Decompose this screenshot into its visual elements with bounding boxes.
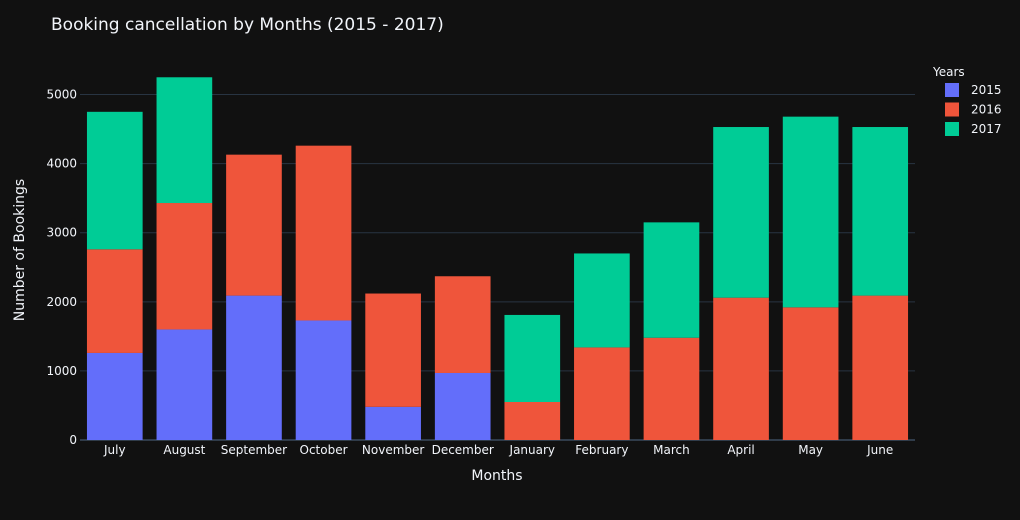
bar-2016 [365,293,421,407]
bar-2017 [86,111,143,250]
bar-2015 [295,320,352,440]
y-axis-title: Number of Bookings [12,179,28,321]
x-tick-label: February [575,443,628,457]
legend-swatch-2017[interactable] [945,122,959,136]
x-tick-label: July [103,443,126,457]
x-tick-label: December [432,443,494,457]
x-tick-label: March [653,443,690,457]
bar-2015 [365,406,421,440]
x-tick-label: May [798,443,823,457]
bar-2016 [295,145,352,321]
chart-title: Booking cancellation by Months (2015 - 2… [51,15,444,35]
legend-title: Years [932,65,965,79]
bar-2016 [852,295,909,440]
x-tick-label: April [727,443,754,457]
bar-2016 [86,249,143,353]
bar-2016 [782,307,839,440]
bar-2017 [574,253,630,348]
legend-swatch-2016[interactable] [945,102,959,117]
legend-swatch-2015[interactable] [945,83,959,97]
bar-2016 [574,347,630,440]
bar-2015 [226,295,282,440]
legend-label-2015[interactable]: 2015 [971,83,1002,97]
bar-2017 [713,127,769,298]
legend: 2015 2016 2017 [945,83,1002,136]
bar-2017 [782,116,839,308]
y-tick-label: 2000 [46,295,77,309]
y-tick-label: 1000 [46,364,77,378]
y-tick-label: 4000 [46,157,77,171]
x-tick-label: August [163,443,205,457]
bar-2016 [434,276,491,373]
x-tick-label: November [362,443,424,457]
y-tick-label: 3000 [46,226,77,240]
grid [80,94,915,441]
x-tick-label: October [300,443,348,457]
bar-2017 [852,127,909,296]
bar-2016 [504,402,561,440]
bar-2015 [434,372,491,440]
bar-2017 [643,222,700,338]
bar-2015 [156,329,213,440]
bar-2017 [156,77,213,204]
y-tick-label: 5000 [46,88,77,102]
bar-2016 [156,203,213,330]
bar-2016 [226,154,282,296]
x-axis-title: Months [471,468,522,484]
x-ticks: July August September October November Decemb… [103,443,893,457]
x-tick-label: January [509,443,556,457]
x-tick-label: September [221,443,287,457]
bar-2016 [643,337,700,440]
legend-label-2017[interactable]: 2017 [971,122,1002,136]
bar-2015 [86,352,143,440]
x-tick-label: June [866,443,893,457]
bar-2017 [504,314,561,402]
bar-2016 [713,297,769,440]
y-tick-label: 0 [69,433,77,447]
y-ticks: 0 1000 2000 3000 4000 5000 [46,88,77,447]
bars [86,77,909,440]
legend-label-2016[interactable]: 2016 [971,103,1002,117]
